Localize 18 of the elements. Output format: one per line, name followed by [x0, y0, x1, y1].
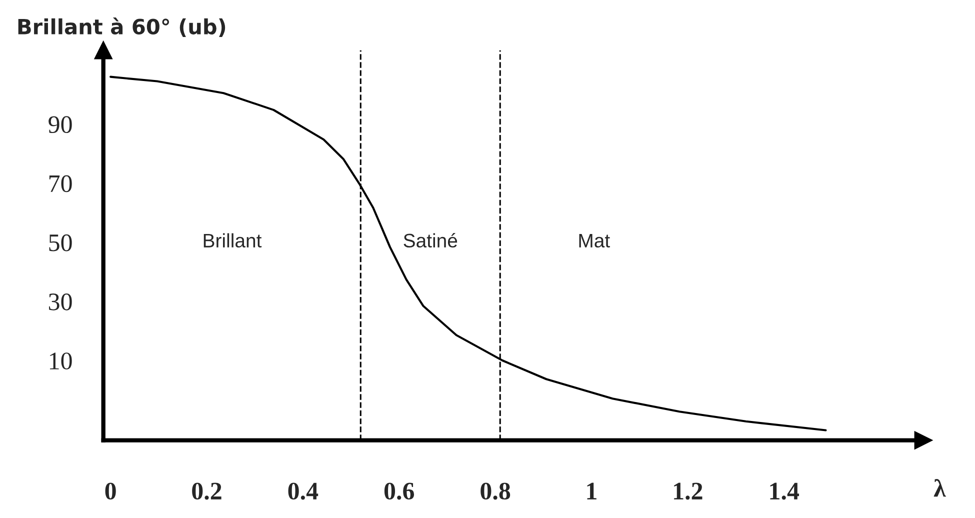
y-tick-label: 50 [49, 234, 72, 252]
annotation: Mat [579, 234, 610, 248]
annotation: Brillant [204, 233, 262, 248]
x-tick-label: 0 [105, 482, 116, 500]
annotation: Satiné [404, 233, 458, 248]
x-tick-label: 1 [587, 482, 596, 500]
x-tick-label: 0.8 [480, 482, 510, 500]
y-tick-label: 30 [48, 293, 72, 310]
x-tick-label: 1.4 [770, 482, 800, 500]
x-tick-label: 1.2 [674, 482, 702, 500]
x-tick-label: 0.2 [192, 482, 222, 500]
y-tick-label: 70 [49, 175, 72, 192]
y-tick-label: 10 [50, 352, 72, 370]
x-axis-title: λ [934, 479, 946, 497]
y-tick-label: 90 [48, 116, 72, 134]
x-tick-label: 0.4 [288, 482, 318, 500]
y-axis-title: Brillant à 60° (ub) [18, 18, 226, 37]
x-tick-label: 0.6 [384, 482, 414, 500]
